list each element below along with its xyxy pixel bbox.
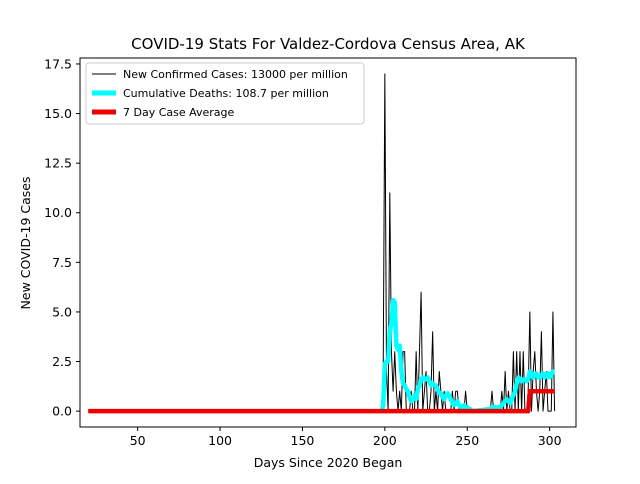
x-axis-label: Days Since 2020 Began [254,455,403,470]
legend-label-avg: 7 Day Case Average [123,106,235,119]
y-tick-label: 15.0 [44,106,72,121]
y-tick-label: 17.5 [44,56,72,71]
x-tick-label: 300 [538,433,562,448]
legend: New Confirmed Cases: 13000 per million C… [85,62,365,125]
x-axis-ticks: 50 100 150 200 250 300 [130,427,562,448]
x-tick-label: 100 [208,433,232,448]
x-tick-label: 50 [130,433,146,448]
x-tick-label: 200 [373,433,397,448]
y-tick-label: 7.5 [52,255,72,270]
series-layer [88,73,556,414]
y-tick-label: 10.0 [44,205,72,220]
legend-label-new-cases: New Confirmed Cases: 13000 per million [123,68,348,81]
series-line-1 [379,297,556,414]
y-tick-label: 5.0 [52,304,72,319]
x-tick-label: 150 [291,433,315,448]
y-axis-label: New COVID-19 Cases [18,177,33,310]
x-tick-label: 250 [455,433,479,448]
y-tick-label: 0.0 [52,404,72,419]
axes-frame [79,57,577,428]
series-line-2 [88,389,555,414]
legend-label-deaths: Cumulative Deaths: 108.7 per million [123,87,329,100]
plot-area [79,57,577,428]
legend-frame [85,62,365,125]
chart-title: COVID-19 Stats For Valdez-Cordova Census… [131,35,526,53]
y-axis-ticks: 0.0 2.5 5.0 7.5 10.0 12.5 15.0 17.5 [44,56,80,419]
y-tick-label: 12.5 [44,156,72,171]
y-tick-label: 2.5 [52,354,72,369]
